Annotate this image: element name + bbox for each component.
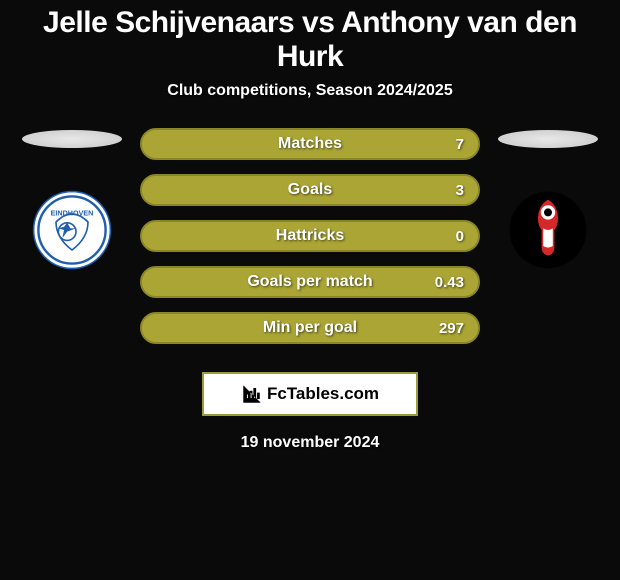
player-left-avatar <box>22 130 122 148</box>
stat-bar: Goals per match 0.43 <box>140 266 480 298</box>
stats-list: Matches 7 Goals 3 Hattricks 0 Goals per match 0… <box>140 128 480 344</box>
player-right-column <box>498 128 598 270</box>
stat-value: 297 <box>439 320 464 337</box>
chart-icon <box>241 383 263 405</box>
brand-text: FcTables.com <box>267 384 379 404</box>
svg-text:EINDHOVEN: EINDHOVEN <box>51 209 94 218</box>
player-left-column: EINDHOVEN <box>22 128 122 270</box>
stat-bar: Min per goal 297 <box>140 312 480 344</box>
stat-label: Hattricks <box>276 227 344 245</box>
stat-bar: Goals 3 <box>140 174 480 206</box>
helmond-badge-icon <box>508 188 588 272</box>
stat-value: 7 <box>456 136 464 153</box>
stat-label: Min per goal <box>263 319 357 337</box>
player-right-avatar <box>498 130 598 148</box>
stat-bar: Matches 7 <box>140 128 480 160</box>
eindhoven-badge-icon: EINDHOVEN <box>32 190 112 270</box>
brand-box[interactable]: FcTables.com <box>202 372 418 416</box>
comparison-panel: EINDHOVEN Matches 7 Goals 3 Hattricks 0 Goals … <box>0 128 620 344</box>
stat-label: Matches <box>278 135 342 153</box>
date-text: 19 november 2024 <box>0 434 620 452</box>
club-badge-left: EINDHOVEN <box>32 190 112 270</box>
stat-label: Goals per match <box>247 273 372 291</box>
stat-label: Goals <box>288 181 332 199</box>
stat-value: 3 <box>456 182 464 199</box>
club-badge-right <box>508 190 588 270</box>
page-title: Jelle Schijvenaars vs Anthony van den Hu… <box>0 0 620 82</box>
subtitle: Club competitions, Season 2024/2025 <box>0 82 620 100</box>
stat-value: 0.43 <box>435 274 464 291</box>
stat-value: 0 <box>456 228 464 245</box>
stat-bar: Hattricks 0 <box>140 220 480 252</box>
